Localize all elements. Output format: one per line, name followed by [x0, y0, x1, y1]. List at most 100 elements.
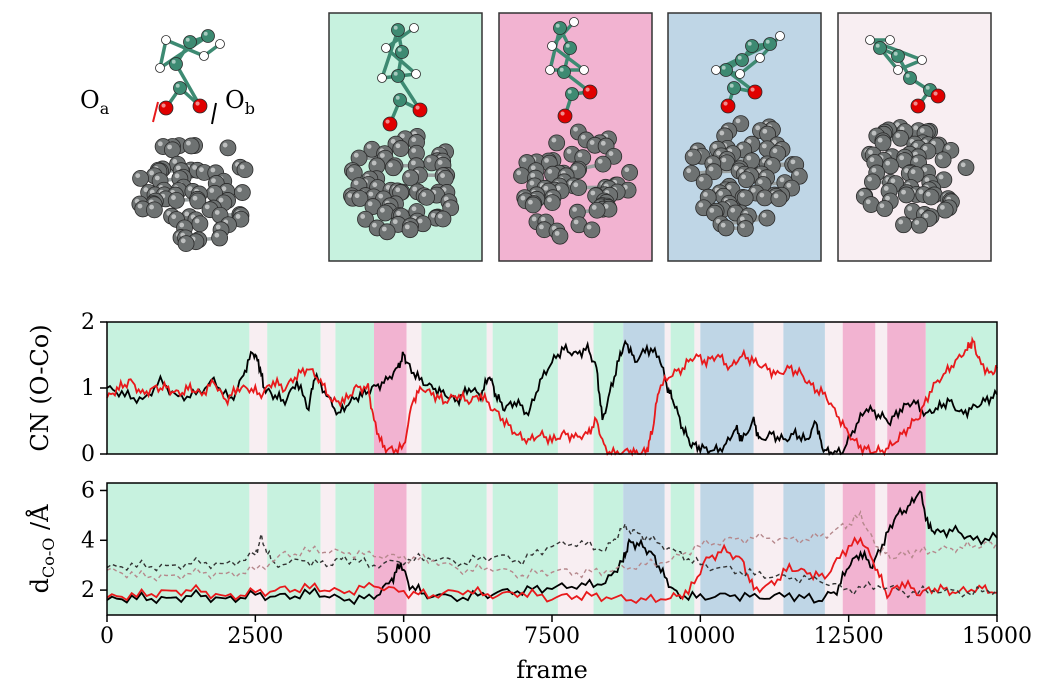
- cobalt-atom-shine: [913, 125, 919, 131]
- carbon-atom-shine: [559, 67, 564, 72]
- cobalt-atom-shine: [381, 226, 387, 232]
- cobalt-atom: [957, 159, 975, 176]
- cobalt-atom-shine: [761, 143, 767, 149]
- cobalt-atom-shine: [879, 203, 885, 209]
- cobalt-atom-shine: [755, 125, 761, 131]
- oxygen-atom-shine: [415, 105, 420, 110]
- carbon-atom-shine: [393, 71, 398, 76]
- cobalt-atom-shine: [871, 130, 877, 136]
- oxygen-atom: [158, 100, 174, 116]
- cobalt-atom: [177, 235, 195, 252]
- x-tick-label: 15000: [962, 624, 1032, 649]
- panel-lavender: [837, 12, 992, 262]
- distance-series-black: [106, 490, 998, 606]
- cobalt-atom-shine: [895, 122, 900, 128]
- oxygen-atom: [192, 98, 208, 114]
- cobalt-atom-shine: [600, 140, 606, 146]
- cobalt-atom-shine: [859, 191, 864, 197]
- cobalt-atom-shine: [779, 177, 785, 183]
- distance-band-lavender: [824, 483, 843, 615]
- cobalt-atom: [524, 196, 542, 214]
- cobalt-atom-shine: [901, 189, 906, 195]
- oxygen-atom-shine: [585, 87, 590, 92]
- cn-band-blue: [700, 322, 754, 454]
- cobalt-atom: [758, 209, 776, 227]
- cobalt-atom-shine: [235, 214, 241, 219]
- molecule-main: [131, 29, 254, 252]
- label-oa: Oa: [80, 86, 110, 118]
- hydrogen-atom-shine: [777, 33, 780, 36]
- cn-y-tick-label: 1: [81, 376, 95, 401]
- cobalt-atom-shine: [528, 199, 533, 205]
- cobalt-atom: [583, 221, 601, 239]
- cobalt-atom-shine: [392, 219, 398, 225]
- carbon-atom: [873, 41, 887, 55]
- cobalt-atom-shine: [396, 210, 401, 216]
- chart-distance: 2 4 6 0 2500 5000 7500 10000 12500 15000 dCo-O /…: [25, 478, 1032, 684]
- distance-series-black_dashed: [106, 521, 998, 599]
- distance-y-tick-label: 6: [81, 478, 95, 503]
- cobalt-atom-shine: [349, 167, 354, 173]
- hydrogen-atom: [215, 39, 225, 49]
- cobalt-atom-shine: [925, 191, 931, 197]
- hydrogen-atom-shine: [713, 67, 716, 70]
- cobalt-atom-shine: [544, 158, 549, 163]
- cn-y-tick-label: 0: [81, 442, 95, 467]
- cobalt-atom-shine: [895, 133, 901, 138]
- hydrogen-atom-shine: [919, 57, 922, 60]
- cobalt-atom: [621, 164, 638, 181]
- chart-cn: 0 1 2 CN (O-Co): [26, 310, 998, 467]
- cobalt-atom-shine: [347, 193, 353, 198]
- cobalt-atom-shine: [712, 143, 718, 149]
- cobalt-atom-shine: [899, 155, 905, 161]
- hydrogen-atom-shine: [201, 53, 204, 56]
- cobalt-atom: [233, 184, 251, 201]
- cobalt-atom-shine: [786, 182, 792, 188]
- cobalt-atom-shine: [222, 142, 228, 148]
- cobalt-atom-shine: [773, 193, 779, 199]
- cobalt-atom-shine: [686, 168, 692, 174]
- hydrogen-atom-shine: [217, 41, 220, 44]
- oxygen-atom-shine: [195, 101, 200, 106]
- bond: [384, 26, 416, 50]
- molecule-pink: [513, 17, 638, 245]
- carbon-atom: [719, 63, 733, 77]
- cobalt-atom: [378, 223, 396, 241]
- molecule-green: [343, 23, 460, 241]
- cobalt-atom-shine: [395, 187, 401, 193]
- distance-y-axis-label: dCo-O /Å: [25, 504, 58, 593]
- cobalt-atom-shine: [938, 174, 944, 180]
- cobalt-atom-shine: [890, 178, 896, 184]
- cobalt-atom: [756, 189, 774, 207]
- cobalt-atom: [513, 167, 530, 185]
- cobalt-atom-shine: [762, 128, 768, 134]
- cobalt-atom-shine: [237, 187, 242, 193]
- cobalt-atom: [191, 215, 209, 233]
- molecule-lavender: [855, 35, 975, 234]
- cobalt-atom-shine: [572, 206, 577, 212]
- distance-band-lavender: [249, 483, 268, 615]
- cobalt-atom-shine: [868, 149, 873, 155]
- cobalt-atom-shine: [687, 151, 693, 157]
- cobalt-atom-shine: [718, 191, 724, 196]
- cobalt-atom: [236, 161, 254, 179]
- distance-series-red: [106, 536, 998, 605]
- cobalt-atom-shine: [437, 213, 443, 219]
- carbon-atom-shine: [395, 95, 400, 100]
- cobalt-atom-shine: [591, 205, 597, 210]
- cobalt-atom-shine: [885, 195, 890, 201]
- hydrogen-atom-shine: [887, 37, 890, 40]
- x-tick-label: 10000: [665, 624, 735, 649]
- cobalt-atom-shine: [624, 167, 630, 173]
- hydrogen-atom-shine: [379, 75, 382, 78]
- cobalt-atom: [897, 186, 915, 204]
- cobalt-atom-shine: [945, 145, 951, 150]
- bond: [550, 44, 586, 72]
- cobalt-atom-shine: [716, 150, 721, 156]
- distance-band-lavender: [320, 483, 336, 615]
- cobalt-atom: [401, 221, 419, 239]
- cobalt-atom-shine: [547, 197, 552, 203]
- arrow-ob: [211, 102, 217, 125]
- hydrogen-atom: [381, 43, 391, 53]
- hydrogen-atom-shine: [581, 67, 584, 70]
